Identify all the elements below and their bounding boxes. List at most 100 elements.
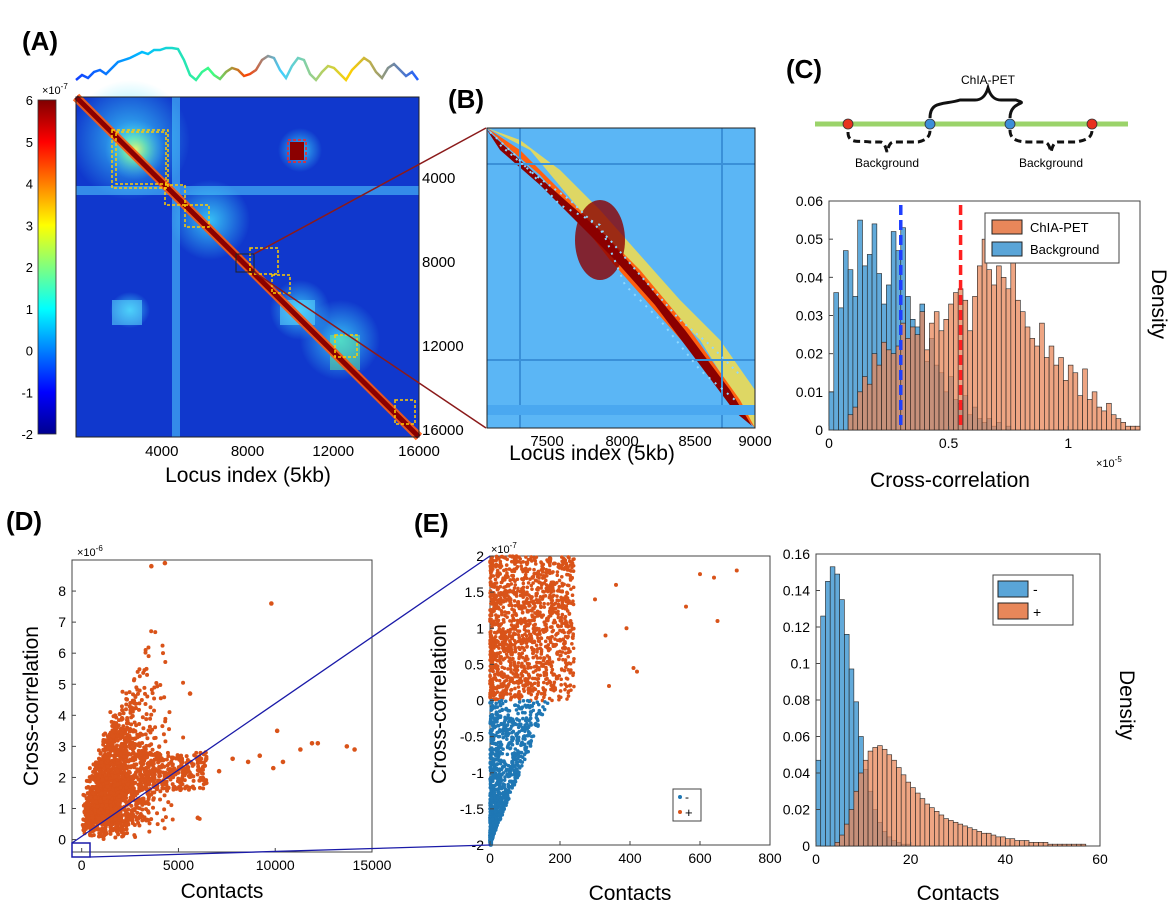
scatter-point-negative bbox=[519, 750, 524, 755]
panel-b-heatmap bbox=[487, 128, 755, 428]
scatter-point-negative bbox=[493, 805, 498, 809]
scatter-point-negative bbox=[498, 779, 503, 784]
scatter-point-positive bbox=[568, 576, 573, 581]
scatter-point bbox=[139, 762, 144, 767]
scatter-point bbox=[109, 823, 114, 828]
scatter-point-positive bbox=[568, 649, 572, 654]
scatter-point bbox=[151, 761, 156, 766]
scatter-point-positive bbox=[561, 637, 565, 642]
histogram-bar-chia-pet bbox=[910, 326, 916, 431]
scatter-point-positive bbox=[508, 640, 513, 645]
scatter-point bbox=[149, 687, 154, 692]
histogram-bar-positive bbox=[896, 767, 902, 847]
histogram-bar-chia-pet bbox=[1091, 391, 1098, 431]
scatter-point bbox=[163, 716, 168, 721]
scatter-point bbox=[187, 785, 192, 790]
scatter-point bbox=[104, 803, 109, 808]
scatter-point-positive bbox=[498, 635, 502, 640]
scatter-point bbox=[148, 705, 153, 710]
scatter-point-positive bbox=[535, 633, 539, 637]
scatter-point bbox=[174, 756, 179, 761]
scatter-point-positive bbox=[502, 656, 507, 661]
scatter-point-positive bbox=[493, 655, 497, 660]
scatter-point-negative bbox=[503, 775, 507, 779]
scatter-point bbox=[86, 820, 91, 825]
scatter-point-negative bbox=[498, 759, 503, 763]
panel-a-xtick-label: 4000 bbox=[145, 443, 178, 460]
scatter-point bbox=[103, 832, 108, 837]
scatter-outlier bbox=[274, 728, 280, 734]
xtick-label: 0.5 bbox=[939, 435, 959, 451]
xtick-label: 20 bbox=[903, 851, 919, 867]
panel-b-ytick-label: 12000 bbox=[422, 338, 464, 355]
scatter-point bbox=[105, 784, 110, 789]
scatter-point bbox=[124, 748, 129, 753]
scatter-point-positive bbox=[523, 572, 528, 577]
scatter-point-positive bbox=[556, 604, 561, 608]
scatter-outlier bbox=[614, 582, 618, 587]
scatter-point-positive bbox=[525, 596, 529, 601]
scatter-point-positive bbox=[555, 573, 560, 578]
scatter-point-negative bbox=[528, 713, 533, 717]
scatter-point bbox=[100, 777, 105, 782]
legend-label-background: Background bbox=[1030, 242, 1099, 257]
scatter-point bbox=[89, 810, 94, 815]
ytick-label: 0.5 bbox=[465, 656, 485, 672]
scatter-outlier bbox=[298, 747, 303, 752]
scatter-point-positive bbox=[572, 656, 576, 661]
scatter-point bbox=[144, 775, 149, 780]
scatter-point-positive bbox=[516, 629, 520, 633]
scatter-point bbox=[99, 791, 104, 796]
xtick-label: 40 bbox=[998, 851, 1014, 867]
scatter-point bbox=[174, 786, 179, 791]
panel-b-frame bbox=[486, 127, 756, 429]
ytick-label: 0.12 bbox=[783, 619, 810, 635]
panel-b-xtick-label: 8000 bbox=[605, 433, 638, 450]
panel-b-xtick-label: 9000 bbox=[738, 433, 771, 450]
histogram-bar-positive bbox=[1052, 843, 1058, 847]
histogram-bar-positive bbox=[1000, 836, 1006, 847]
scatter-point bbox=[87, 825, 92, 830]
scatter-point-negative bbox=[498, 797, 503, 802]
panel-e-hist-xlabel: Contacts bbox=[917, 882, 1000, 905]
scatter-point bbox=[139, 781, 144, 786]
scatter-point-positive bbox=[533, 604, 537, 609]
histogram-bar-positive bbox=[863, 759, 869, 847]
scatter-point bbox=[161, 786, 166, 791]
scatter-point bbox=[135, 735, 140, 740]
scatter-point bbox=[116, 798, 121, 803]
scatter-point-negative bbox=[534, 712, 539, 717]
scatter-outlier bbox=[631, 665, 636, 670]
scatter-point-positive bbox=[531, 575, 535, 579]
histogram-bar-chia-pet bbox=[857, 391, 863, 431]
histogram-bar-chia-pet bbox=[1087, 399, 1093, 431]
scatter-point-positive bbox=[520, 633, 525, 638]
scatter-point-negative bbox=[502, 778, 507, 782]
histogram-bar-negative bbox=[844, 633, 850, 847]
scatter-point-positive bbox=[537, 600, 541, 604]
scatter-point-positive bbox=[529, 692, 534, 697]
scatter-point-negative bbox=[524, 745, 529, 750]
scatter-point bbox=[90, 799, 95, 804]
scatter-point-negative bbox=[528, 716, 533, 721]
scatter-point-positive bbox=[512, 592, 517, 596]
scatter-point-positive bbox=[565, 697, 569, 701]
scatter-point-positive bbox=[550, 667, 555, 672]
scatter-point-positive bbox=[488, 691, 492, 695]
scatter-point-positive bbox=[504, 652, 509, 656]
histogram-bar-chia-pet bbox=[890, 353, 897, 431]
scatter-point-positive bbox=[543, 639, 548, 644]
scatter-outlier bbox=[257, 753, 263, 759]
xtick-label: 10000 bbox=[256, 857, 295, 873]
ytick-label: 0.16 bbox=[783, 546, 810, 562]
scatter-point-positive bbox=[496, 587, 500, 591]
ytick-label: 1 bbox=[58, 801, 66, 817]
scatter-point-positive bbox=[520, 587, 524, 591]
scatter-point-positive bbox=[501, 643, 506, 647]
histogram-bar-positive bbox=[853, 790, 859, 847]
panel-a-xtick-label: 12000 bbox=[312, 443, 354, 460]
scatter-point-positive bbox=[571, 673, 575, 678]
scatter-point-positive bbox=[509, 559, 514, 564]
scatter-point bbox=[146, 810, 151, 815]
scatter-outlier bbox=[684, 604, 688, 609]
